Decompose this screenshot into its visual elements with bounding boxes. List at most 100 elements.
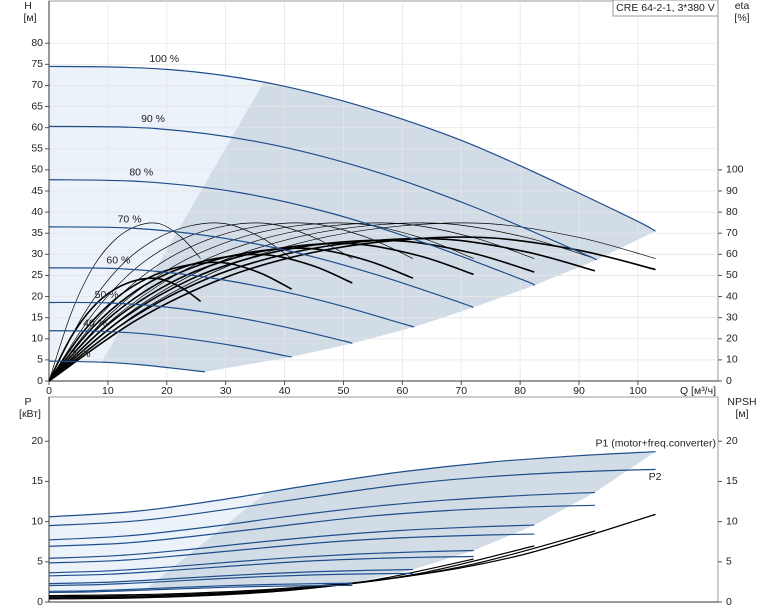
npsh-curve: [48, 530, 596, 598]
y-tick-label: 50: [31, 164, 43, 176]
x-tick-label: 50: [338, 385, 350, 397]
curve-label: 50 %: [95, 289, 119, 301]
curve-label: 80 %: [129, 166, 153, 178]
x-tick-label: 0: [46, 385, 52, 397]
y-tick-label: 80: [31, 37, 43, 49]
y2-tick-label: 15: [726, 475, 738, 487]
y2-tick-label: 90: [726, 185, 738, 197]
head-curve: [48, 125, 597, 261]
y-tick-label: 45: [31, 185, 43, 197]
p2-curve: [48, 584, 353, 594]
y-tick-label: 0: [37, 596, 43, 608]
y-tick-label: 60: [31, 121, 43, 133]
eta-curve: [48, 236, 656, 382]
p2-curve: [48, 468, 656, 527]
y-tick-label: 70: [31, 79, 43, 91]
y2-axis-unit: [м]: [735, 408, 748, 420]
eta-curve: [48, 222, 656, 382]
eta-curve: [48, 253, 353, 382]
y2-tick-label: 60: [726, 248, 738, 260]
curve-label: 70 %: [118, 214, 142, 226]
npsh-curve: [48, 558, 474, 600]
y2-tick-label: 20: [726, 333, 738, 345]
head-curve: [48, 226, 474, 309]
x-tick-label: 80: [514, 385, 526, 397]
head-curve: [48, 65, 656, 232]
y-axis-label: H: [24, 0, 32, 12]
p1-curve: [48, 524, 535, 559]
y2-tick-label: 30: [726, 311, 738, 323]
curve-label: P2: [649, 471, 662, 483]
y-axis-unit: [кВт]: [19, 408, 41, 420]
y-tick-label: 25: [31, 269, 43, 281]
y-tick-label: 55: [31, 143, 43, 155]
y-tick-label: 20: [31, 435, 43, 447]
y2-tick-label: 40: [726, 290, 738, 302]
curve-label: 60 %: [106, 255, 130, 267]
eta-curve: [48, 222, 292, 382]
y-tick-label: 35: [31, 227, 43, 239]
y-tick-label: 15: [31, 475, 43, 487]
y-tick-label: 40: [31, 206, 43, 218]
eta-curve: [48, 222, 535, 382]
x-tick-label: 60: [397, 385, 409, 397]
p1-curve: [48, 491, 595, 541]
y-tick-label: 5: [37, 354, 43, 366]
x-tick-label: 40: [279, 385, 291, 397]
eta-curve: [48, 222, 414, 382]
y-tick-label: 15: [31, 311, 43, 323]
eta-curve: [48, 222, 474, 382]
head-curve: [48, 360, 206, 373]
y-tick-label: 65: [31, 100, 43, 112]
curve-label: 100 %: [149, 53, 179, 65]
y2-tick-label: 100: [726, 164, 744, 176]
y2-tick-label: 80: [726, 206, 738, 218]
y2-axis-label: NPSH: [727, 396, 756, 408]
eta-curve: [48, 277, 202, 382]
y2-tick-label: 0: [726, 596, 732, 608]
eta-curve: [48, 222, 596, 382]
y-axis-label: P: [24, 396, 31, 408]
x-tick-label: 90: [573, 385, 585, 397]
curve-label: 90 %: [141, 113, 165, 125]
x-tick-label: 10: [102, 385, 114, 397]
eta-curve: [48, 261, 292, 382]
y2-axis-unit: [%]: [734, 12, 749, 24]
y-tick-label: 10: [31, 333, 43, 345]
y2-tick-label: 5: [726, 556, 732, 568]
head-curve: [48, 267, 415, 328]
p1-curve: [48, 568, 413, 585]
curve-label: 40 %: [83, 318, 107, 330]
y2-tick-label: 10: [726, 515, 738, 527]
eta-curve: [48, 222, 201, 382]
x-axis-label: Q [м³/ч]: [680, 385, 716, 397]
x-tick-label: 100: [629, 385, 647, 397]
p2-curve: [48, 504, 595, 547]
p2-curve: [48, 572, 413, 587]
x-tick-label: 20: [161, 385, 173, 397]
p2-curve: [48, 555, 474, 577]
y2-tick-label: 70: [726, 227, 738, 239]
y-tick-label: 20: [31, 290, 43, 302]
y-axis-unit: [м]: [23, 12, 36, 24]
y2-axis-label: eta: [735, 0, 750, 12]
eta-curve: [48, 222, 353, 382]
y2-tick-label: 0: [726, 375, 732, 387]
curve-label: P1 (motor+freq.converter): [595, 437, 716, 449]
y-tick-label: 10: [31, 515, 43, 527]
y-tick-label: 75: [31, 58, 43, 70]
y-tick-label: 30: [31, 248, 43, 260]
x-tick-label: 70: [455, 385, 467, 397]
chart-title: CRE 64-2-1, 3*380 V: [616, 2, 715, 14]
x-tick-label: 30: [220, 385, 232, 397]
p1-curve: [48, 549, 474, 574]
head-curve: [48, 179, 536, 286]
head-curve: [48, 330, 292, 358]
curve-label: 25 %: [67, 348, 91, 360]
y2-tick-label: 50: [726, 269, 738, 281]
operating-area: [129, 451, 656, 593]
y-tick-label: 0: [37, 375, 43, 387]
title-box: [612, 0, 719, 17]
